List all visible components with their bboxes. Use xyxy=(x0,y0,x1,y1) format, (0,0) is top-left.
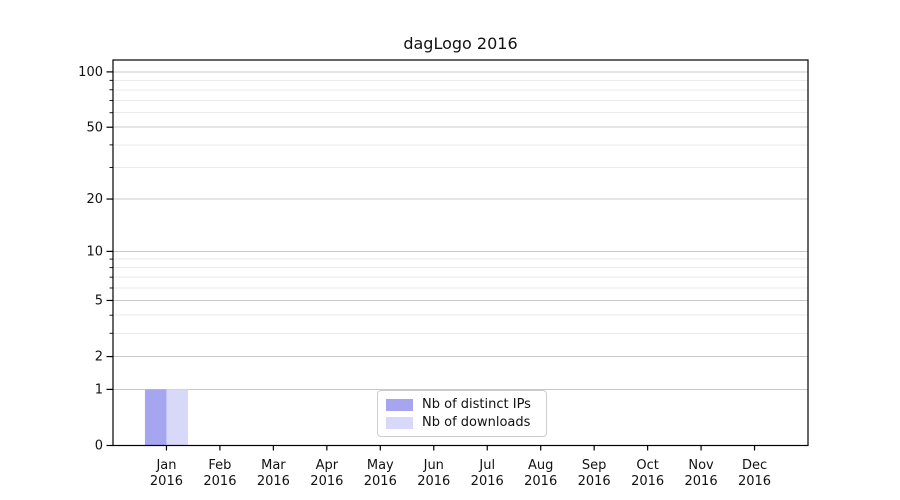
bar-downloads xyxy=(166,389,188,446)
x-tick-label-year: 2016 xyxy=(685,474,718,489)
legend-label-distinct-ips: Nb of distinct IPs xyxy=(422,397,531,412)
x-tick-label-month: Nov xyxy=(688,458,714,473)
chart-title: dagLogo 2016 xyxy=(403,34,518,53)
y-tick-label: 2 xyxy=(95,350,103,365)
x-tick-label-year: 2016 xyxy=(257,474,290,489)
axes-spines xyxy=(112,59,809,447)
y-tick-label: 5 xyxy=(95,294,103,309)
x-tick-label-year: 2016 xyxy=(150,474,183,489)
x-tick-label-year: 2016 xyxy=(524,474,557,489)
bar-distinct-ips xyxy=(144,389,167,446)
x-tick-label-month: Oct xyxy=(636,458,658,473)
x-tick-label-year: 2016 xyxy=(203,474,236,489)
x-tick-label-month: Jun xyxy=(423,458,444,473)
x-tick-label-month: Apr xyxy=(316,458,339,473)
x-tick-label-year: 2016 xyxy=(578,474,611,489)
x-tick-label-month: Dec xyxy=(742,458,767,473)
y-tick-label: 20 xyxy=(86,192,103,207)
legend: Nb of distinct IPs Nb of downloads xyxy=(377,390,547,437)
x-tick-label-month: Sep xyxy=(582,458,607,473)
legend-label-downloads: Nb of downloads xyxy=(422,415,531,430)
y-tick-label: 100 xyxy=(78,65,103,80)
x-tick-label-year: 2016 xyxy=(310,474,343,489)
x-tick-label-year: 2016 xyxy=(631,474,664,489)
x-tick-label-month: Mar xyxy=(261,458,286,473)
x-tick-label-year: 2016 xyxy=(417,474,450,489)
x-tick-label-month: Jul xyxy=(478,458,495,473)
y-tick-label: 10 xyxy=(86,245,103,260)
y-tick-label: 0 xyxy=(95,439,103,454)
x-tick-label-year: 2016 xyxy=(471,474,504,489)
x-tick-label-month: Aug xyxy=(528,458,553,473)
legend-swatch-distinct-ips xyxy=(386,398,413,411)
legend-item-distinct-ips: Nb of distinct IPs xyxy=(386,398,546,411)
x-tick-label-month: Feb xyxy=(208,458,231,473)
x-tick-label-month: May xyxy=(367,458,394,473)
x-tick-label-month: Jan xyxy=(155,458,176,473)
legend-swatch-downloads xyxy=(386,416,413,429)
y-tick-label: 50 xyxy=(86,120,103,135)
y-tick-label: 1 xyxy=(95,383,103,398)
x-tick-label-year: 2016 xyxy=(364,474,397,489)
legend-item-downloads: Nb of downloads xyxy=(386,416,546,429)
x-tick-label-year: 2016 xyxy=(738,474,771,489)
